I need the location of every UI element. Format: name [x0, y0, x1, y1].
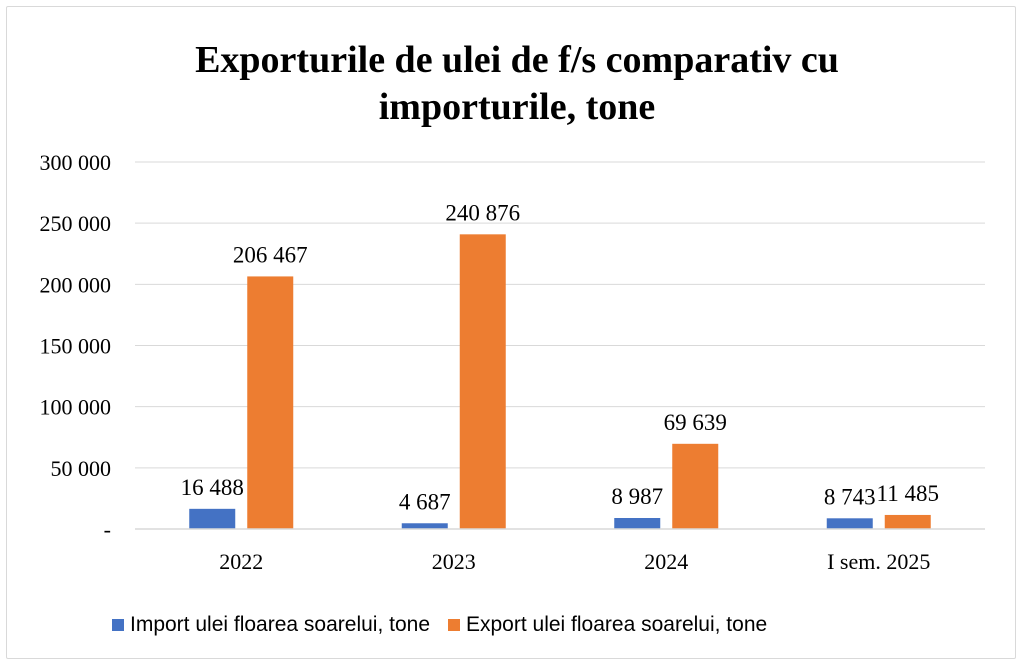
y-tick-label-2: 100 000	[40, 395, 112, 420]
bar-import-2022	[189, 508, 236, 529]
x-tick-label-2024: 2024	[644, 549, 688, 574]
legend-label-import: Import ulei floarea soarelui, tone	[130, 613, 430, 636]
legend: Import ulei floarea soarelui, tone Expor…	[112, 611, 785, 639]
legend-item-export: Export ulei floarea soarelui, tone	[448, 613, 767, 637]
data-label-export-2023: 240 876	[445, 200, 520, 225]
legend-item-import: Import ulei floarea soarelui, tone	[112, 613, 430, 637]
legend-label-export: Export ulei floarea soarelui, tone	[466, 613, 768, 636]
data-label-export-2022: 206 467	[233, 242, 308, 267]
y-tick-label-5: 250 000	[40, 211, 112, 236]
bar-export-2023	[459, 234, 506, 529]
legend-swatch-export	[448, 619, 460, 631]
bar-import-2024	[614, 518, 661, 529]
data-label-import-2024: 8 987	[611, 484, 663, 509]
chart-title: Exporturile de ulei de f/s comparativ cu…	[195, 39, 839, 128]
x-tick-label-2023: 2023	[432, 549, 476, 574]
plot-area: - 50 000 100 000 150 000 200 000 250 000 300 0…	[40, 150, 985, 574]
data-label-import-i-sem-2025: 8 743	[824, 484, 876, 509]
bar-export-2022	[247, 276, 294, 529]
y-tick-label-3: 150 000	[40, 334, 112, 359]
y-tick-label-6: 300 000	[40, 150, 112, 175]
x-tick-label-2022: 2022	[219, 549, 263, 574]
y-tick-label-1: 50 000	[51, 456, 112, 481]
y-tick-label-0: -	[104, 517, 111, 542]
data-label-export-i-sem-2025: 11 485	[877, 481, 939, 506]
data-label-export-2024: 69 639	[664, 410, 727, 435]
data-label-import-2023: 4 687	[399, 489, 451, 514]
bar-import-2023	[401, 523, 448, 529]
bar-import-i-sem-2025	[826, 518, 873, 529]
y-tick-label-4: 200 000	[40, 272, 112, 297]
bar-export-i-sem-2025	[884, 514, 931, 529]
data-label-import-2022: 16 488	[181, 475, 244, 500]
bar-export-2024	[672, 443, 719, 529]
legend-swatch-import	[112, 619, 124, 631]
chart-frame: Exporturile de ulei de f/s comparativ cu…	[6, 6, 1016, 659]
x-tick-label-i-sem-2025: I sem. 2025	[827, 549, 930, 574]
